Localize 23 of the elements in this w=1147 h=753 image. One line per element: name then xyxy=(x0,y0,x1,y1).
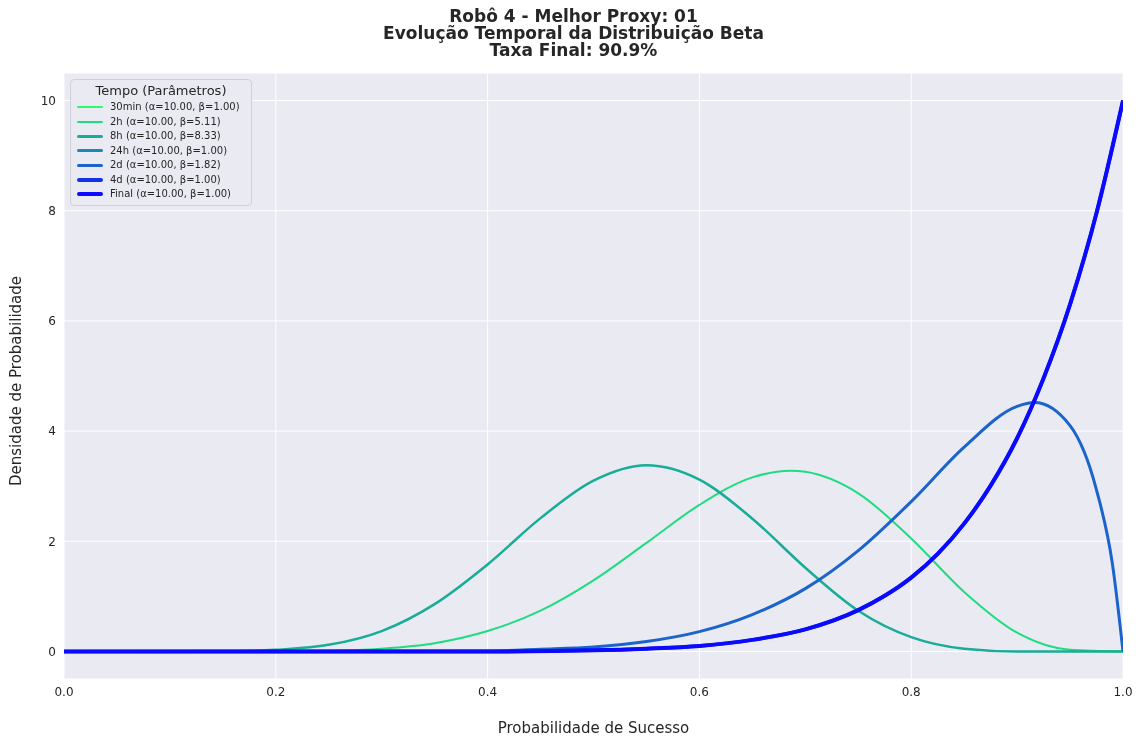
x-tick-label: 0.6 xyxy=(689,684,709,699)
chart-title: Robô 4 - Melhor Proxy: 01 Evolução Temporal da Distribuição Beta Taxa Final: 90.9% xyxy=(382,6,765,60)
legend-label: 30min (α=10.00, β=1.00) xyxy=(109,100,241,114)
legend-title: Tempo (Parâmetros) xyxy=(94,83,228,98)
legend-label: 4d (α=10.00, β=1.00) xyxy=(109,172,222,187)
legend-label: Final (α=10.00, β=1.00) xyxy=(109,187,232,201)
y-tick-label: 0 xyxy=(48,644,56,659)
x-tick-label: 1.0 xyxy=(1113,684,1133,699)
y-tick-label: 10 xyxy=(40,93,56,108)
legend-label: 24h (α=10.00, β=1.00) xyxy=(109,143,229,158)
legend-label: 2d (α=10.00, β=1.82) xyxy=(109,158,222,172)
y-axis-title: Densidade de Probabilidade xyxy=(7,275,26,486)
x-axis-title: Probabilidade de Sucesso xyxy=(497,719,690,737)
legend-label: 8h (α=10.00, β=8.33) xyxy=(109,129,222,143)
y-tick-label: 6 xyxy=(48,314,56,329)
x-tick-label: 0.2 xyxy=(266,684,286,699)
x-tick-label: 0.0 xyxy=(54,684,74,699)
legend-label: 2h (α=10.00, β=5.11) xyxy=(109,114,222,129)
x-tick-label: 0.8 xyxy=(901,684,921,699)
y-tick-label: 4 xyxy=(48,424,56,439)
x-tick-label: 0.4 xyxy=(478,684,498,699)
y-tick-label: 2 xyxy=(48,534,56,549)
y-tick-label: 8 xyxy=(48,203,56,218)
